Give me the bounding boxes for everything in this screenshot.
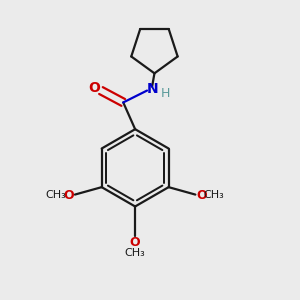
Text: O: O: [130, 236, 140, 249]
Text: N: N: [146, 82, 158, 96]
Text: CH₃: CH₃: [204, 190, 224, 200]
Text: O: O: [88, 81, 101, 95]
Text: O: O: [64, 189, 74, 202]
Text: O: O: [196, 189, 207, 202]
Text: CH₃: CH₃: [125, 248, 146, 258]
Text: H: H: [161, 87, 170, 100]
Text: CH₃: CH₃: [46, 190, 67, 200]
